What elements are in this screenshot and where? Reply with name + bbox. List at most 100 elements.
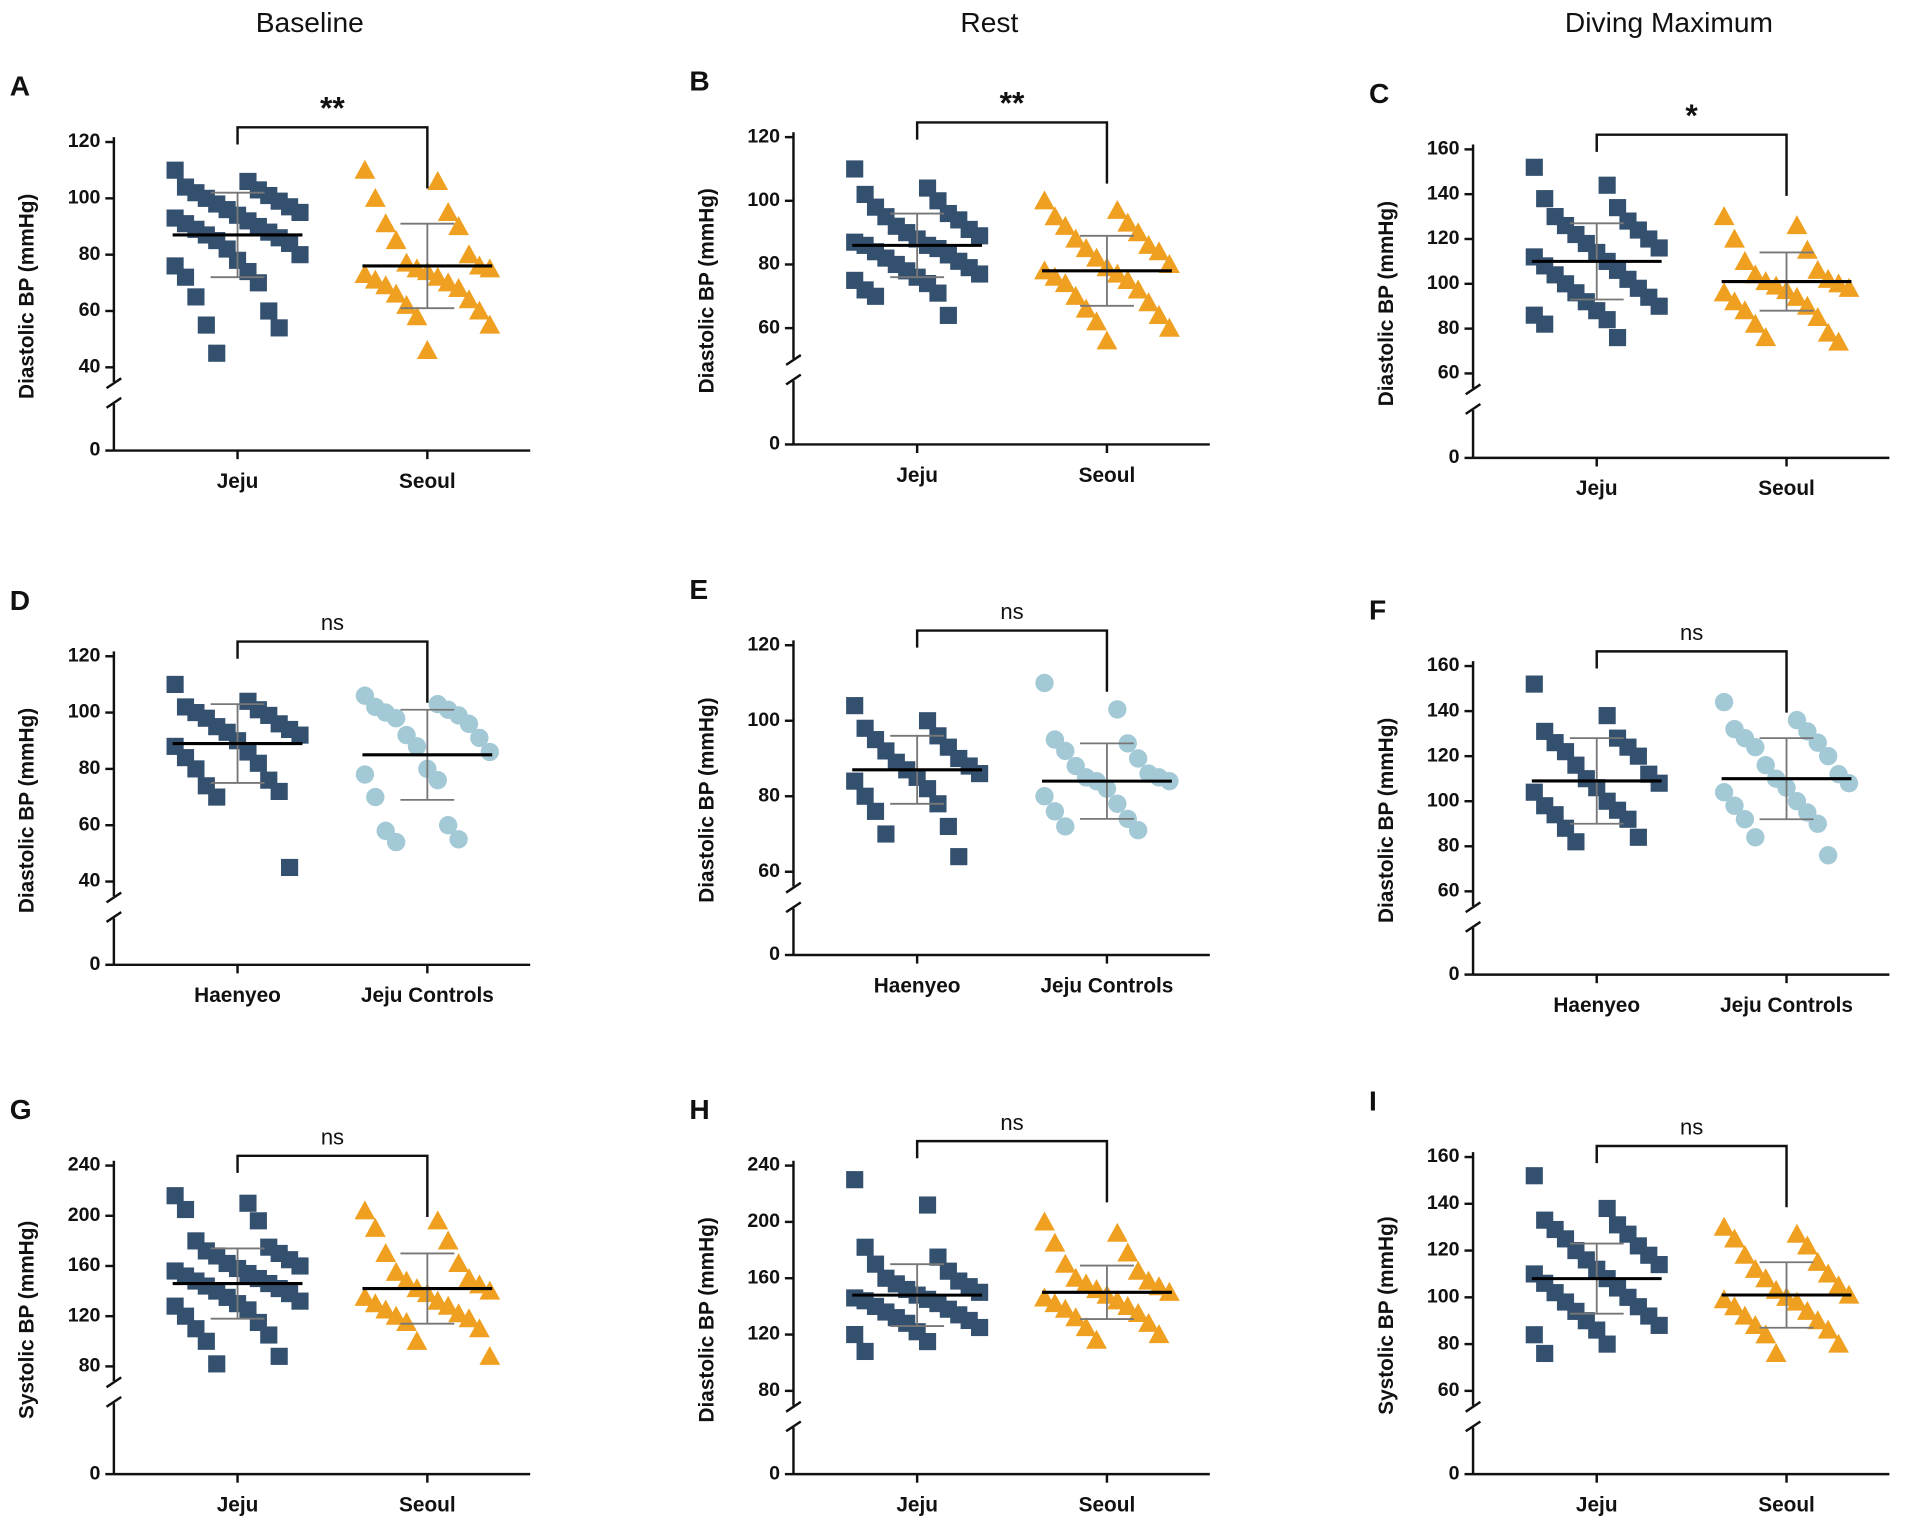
- data-point: [1796, 1235, 1818, 1255]
- data-point: [1629, 747, 1647, 765]
- panel-letter: F: [1369, 595, 1386, 626]
- data-point: [364, 1293, 386, 1313]
- y-tick-label: 80: [758, 1379, 780, 1401]
- data-point: [1734, 1305, 1756, 1325]
- y-axis-label: Diastolic BP (mmHg): [1375, 201, 1398, 406]
- y-tick-label: 240: [747, 1154, 780, 1176]
- y-tick-label: 0: [90, 953, 101, 975]
- data-point: [1034, 1287, 1055, 1307]
- data-point: [1786, 215, 1808, 235]
- data-point: [1127, 279, 1149, 299]
- data-point: [396, 294, 417, 314]
- data-point: [480, 742, 499, 762]
- data-point: [176, 1200, 195, 1219]
- y-axis-label: Diastolic BP (mmHg): [16, 708, 39, 913]
- data-point: [846, 1325, 864, 1344]
- data-point: [866, 287, 885, 305]
- data-point: [1724, 1228, 1745, 1248]
- data-point: [416, 340, 438, 359]
- y-tick-label: 80: [1438, 834, 1460, 856]
- y-tick-label: 140: [1427, 182, 1460, 204]
- data-point: [846, 1171, 864, 1189]
- data-point: [1108, 700, 1127, 719]
- data-point: [187, 288, 205, 306]
- data-point: [918, 1196, 937, 1214]
- axis-break: [105, 1376, 122, 1389]
- data-point: [1744, 1258, 1766, 1278]
- data-point: [166, 161, 184, 179]
- significance-bracket: [236, 1154, 429, 1218]
- data-point: [1817, 1319, 1839, 1339]
- data-point: [239, 1194, 257, 1212]
- y-tick-label: 100: [68, 187, 101, 209]
- data-point: [1746, 737, 1765, 757]
- data-point: [1106, 1222, 1128, 1242]
- data-point: [1807, 307, 1829, 326]
- data-point: [971, 227, 989, 245]
- data-point: [1839, 774, 1859, 793]
- data-point: [1598, 1335, 1616, 1353]
- data-point: [281, 858, 299, 877]
- data-point: [1786, 1291, 1808, 1311]
- data-point: [291, 726, 309, 744]
- axis-break: [785, 881, 802, 894]
- data-point: [438, 816, 458, 835]
- axis-break: [105, 891, 122, 904]
- significance-bracket: [915, 1139, 1109, 1203]
- y-tick-label: 80: [1438, 317, 1460, 339]
- data-point: [1054, 1253, 1076, 1273]
- significance-label: ns: [321, 1124, 344, 1149]
- data-point: [470, 728, 489, 748]
- x-tick-label: Seoul: [1758, 477, 1815, 500]
- y-tick-label: 200: [747, 1210, 780, 1232]
- data-point: [929, 284, 947, 302]
- data-point: [375, 1299, 397, 1319]
- data-point: [1525, 675, 1543, 693]
- data-point: [364, 187, 386, 207]
- data-point: [1086, 1329, 1107, 1349]
- axis-break: [105, 377, 122, 390]
- axis-break: [785, 901, 802, 914]
- y-tick-label: 100: [68, 701, 101, 723]
- data-point: [386, 709, 406, 728]
- data-point: [856, 1342, 874, 1361]
- data-point: [1138, 292, 1159, 312]
- data-point: [406, 306, 428, 326]
- panel: 0 40 60 80 100 120 Diastolic BP (mmHg) A Jeju Seo…: [10, 71, 531, 493]
- data-point: [866, 802, 885, 820]
- panel: 0 60 80 100 120 Diastolic BP (mmHg) B Jeju Seoul…: [689, 66, 1210, 487]
- data-point: [479, 1280, 501, 1300]
- data-point: [1054, 273, 1076, 293]
- data-point: [1148, 1276, 1170, 1296]
- data-point: [1755, 1268, 1777, 1288]
- data-point: [249, 1212, 267, 1230]
- y-tick-label: 0: [769, 1462, 780, 1484]
- data-point: [1713, 282, 1735, 302]
- axis-break: [1465, 403, 1482, 415]
- x-tick-label: Jeju Controls: [1040, 974, 1173, 997]
- data-point: [1044, 1232, 1066, 1252]
- y-tick-label: 0: [1449, 963, 1460, 985]
- data-point: [1044, 1293, 1066, 1313]
- y-tick-label: 0: [1449, 446, 1460, 468]
- y-tick-label: 100: [747, 189, 780, 211]
- data-point: [1075, 238, 1097, 258]
- data-point: [1818, 746, 1838, 766]
- data-point: [364, 269, 386, 289]
- data-point: [364, 1217, 386, 1237]
- data-point: [918, 780, 937, 798]
- x-tick-label: Haenyeo: [1553, 994, 1640, 1017]
- y-tick-label: 120: [747, 1323, 780, 1345]
- data-point: [1138, 234, 1159, 254]
- data-point: [877, 825, 895, 843]
- data-point: [1650, 239, 1668, 257]
- significance-label: **: [1000, 85, 1025, 121]
- axis-break: [785, 354, 802, 366]
- data-point: [1525, 1167, 1543, 1185]
- data-point: [1086, 311, 1107, 331]
- data-point: [197, 1332, 215, 1350]
- data-point: [407, 737, 427, 756]
- y-tick-label: 200: [68, 1204, 101, 1226]
- axis-break: [785, 373, 802, 386]
